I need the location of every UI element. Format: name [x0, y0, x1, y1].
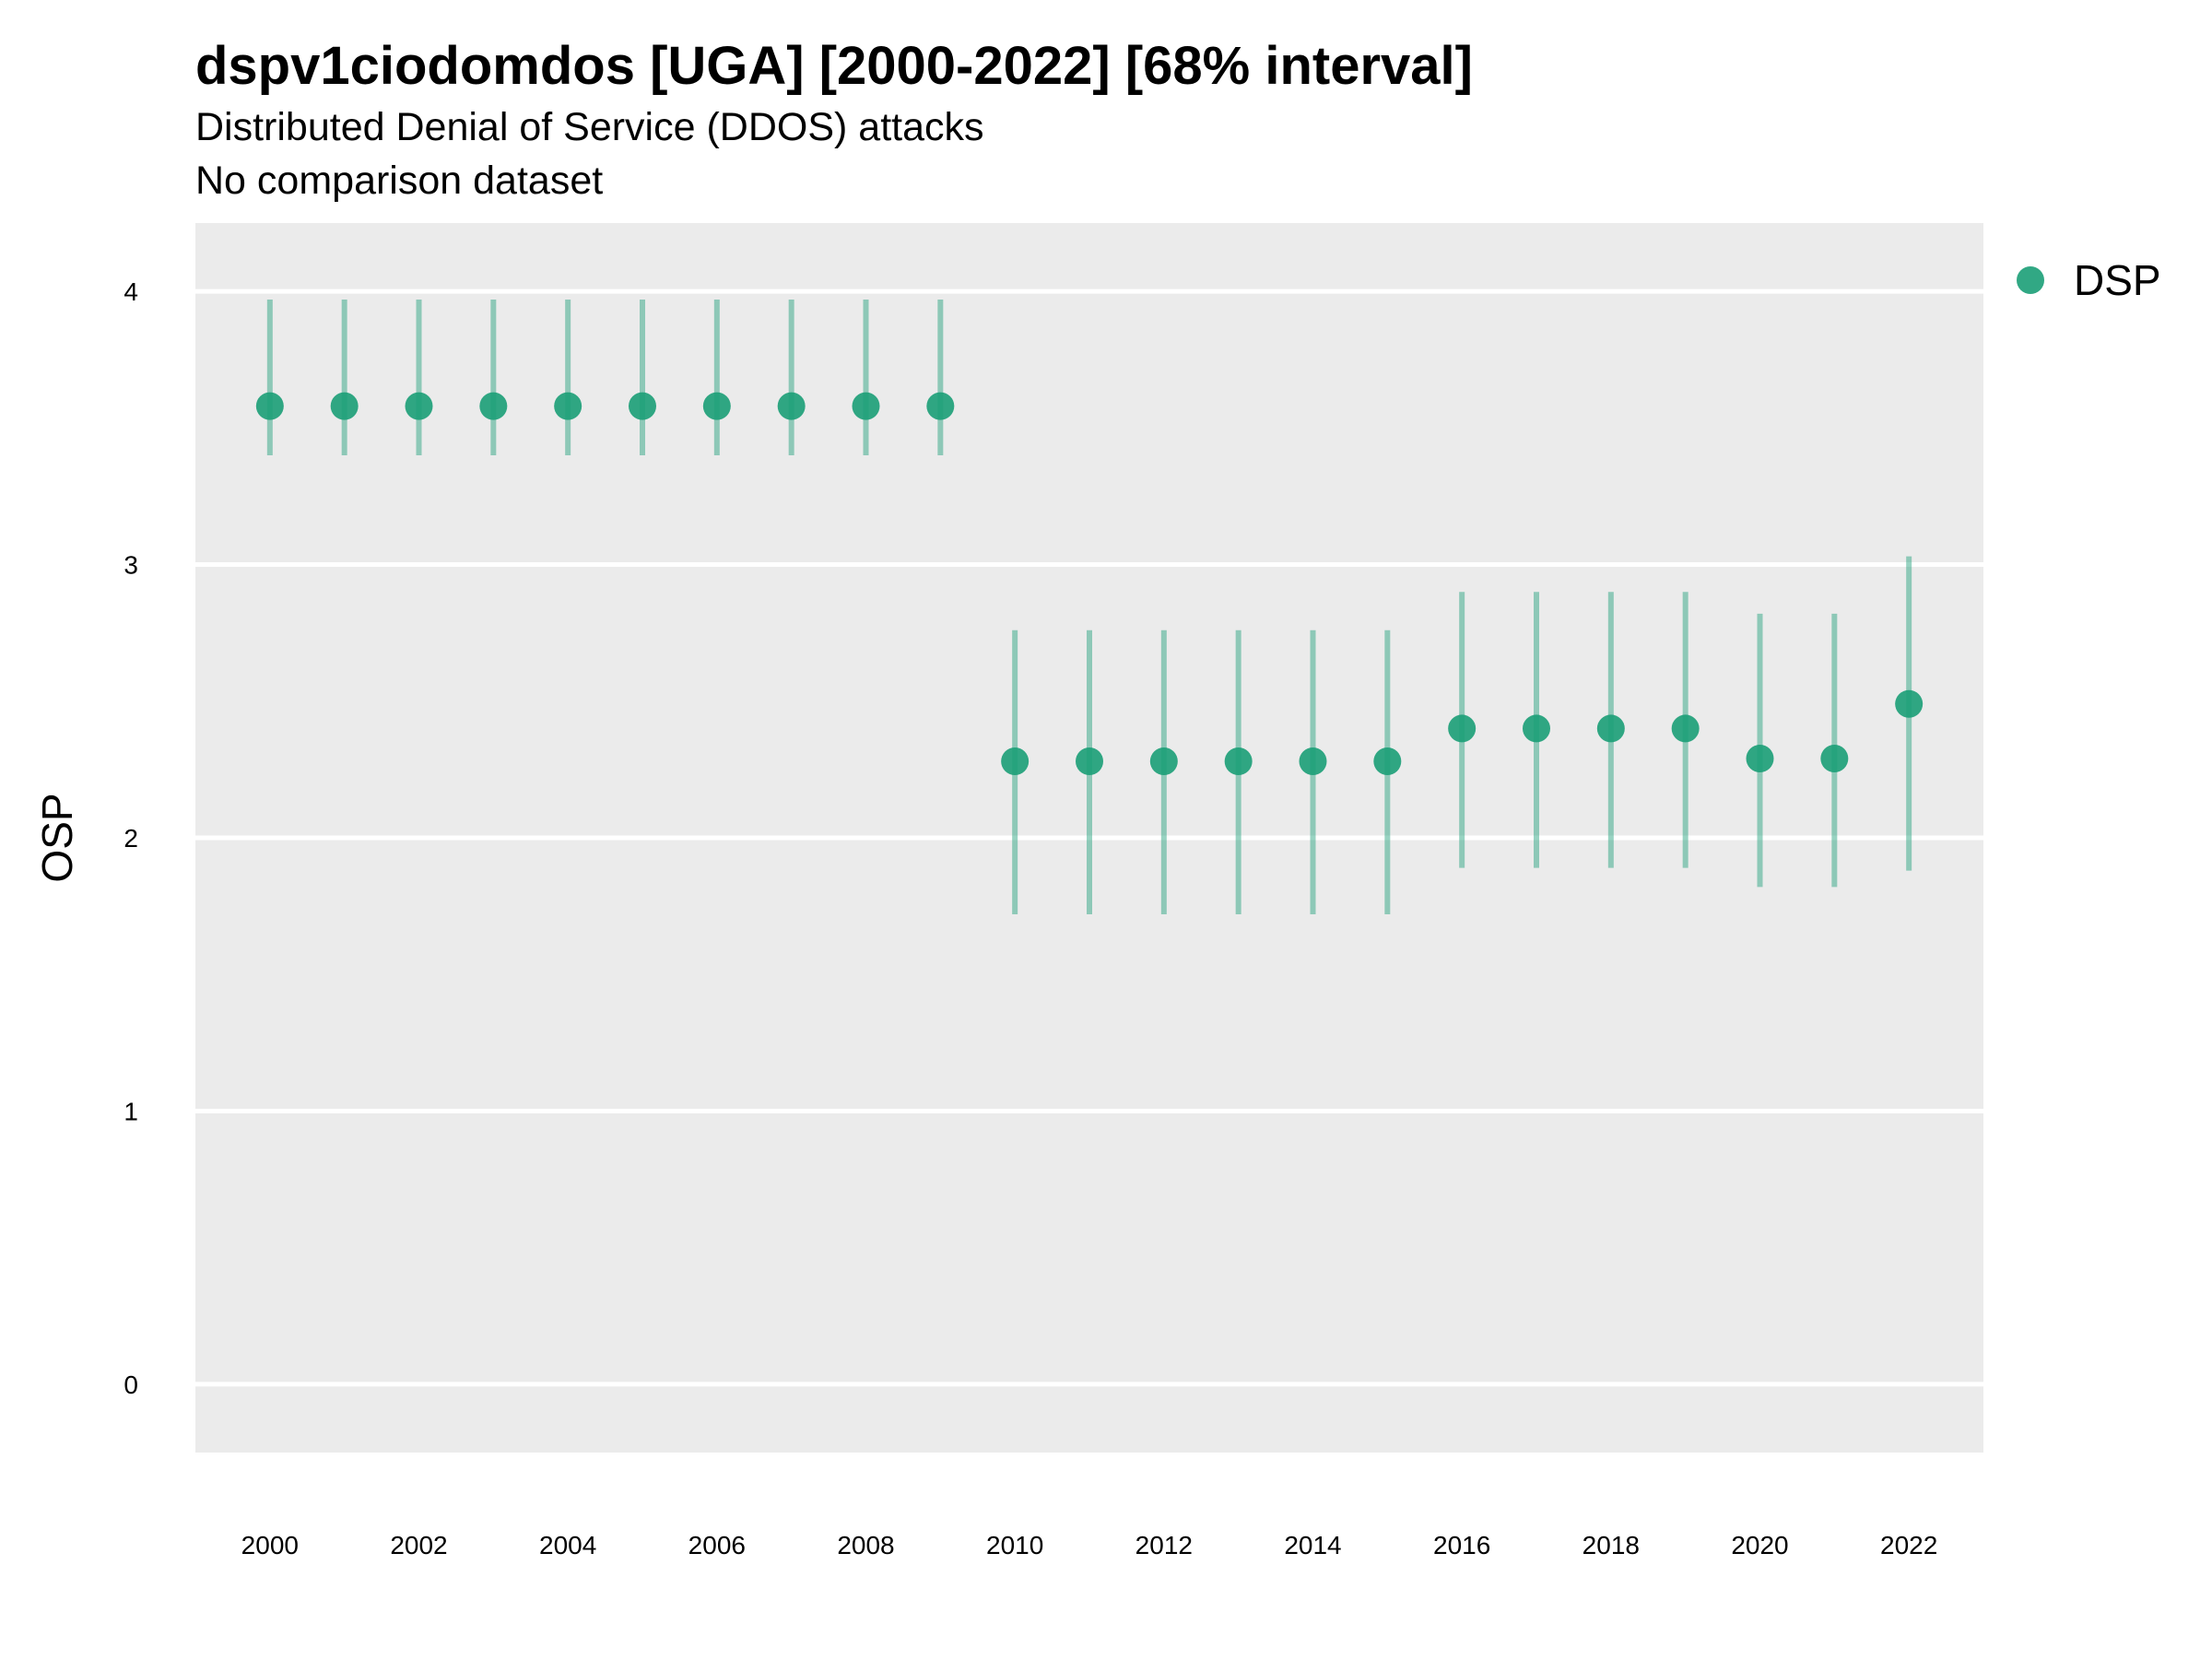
data-point [255, 392, 284, 420]
data-point [702, 392, 731, 420]
x-tick-label: 2002 [390, 1531, 447, 1559]
x-tick-label: 2000 [241, 1531, 299, 1559]
data-point [1076, 747, 1103, 775]
y-tick-labels: 0 1 2 3 4 [124, 277, 138, 1399]
y-tick-label: 3 [124, 551, 138, 580]
x-tick-label: 2014 [1284, 1531, 1341, 1559]
chart-title: dspv1ciodomdos [UGA] [2000-2022] [68% in… [195, 36, 1473, 96]
point-markers [255, 392, 1924, 775]
data-point [1746, 745, 1774, 773]
x-tick-label: 2010 [986, 1531, 1043, 1559]
data-point [629, 392, 656, 420]
data-point [1596, 714, 1625, 743]
data-point [479, 392, 508, 420]
data-point [1149, 747, 1178, 775]
legend: DSP [2017, 256, 2161, 304]
x-tick-label: 2020 [1731, 1531, 1788, 1559]
data-point [852, 392, 880, 420]
data-point [777, 392, 806, 420]
y-gridlines [195, 288, 1983, 1387]
data-point [1373, 747, 1402, 775]
data-point [1448, 714, 1477, 743]
data-point [1895, 689, 1924, 718]
y-tick-label: 1 [124, 1097, 138, 1125]
x-tick-label: 2004 [539, 1531, 596, 1559]
x-tick-label: 2016 [1433, 1531, 1490, 1559]
data-point [330, 392, 359, 420]
x-tick-label: 2012 [1135, 1531, 1193, 1559]
data-point [1671, 714, 1700, 743]
x-tick-label: 2018 [1583, 1531, 1640, 1559]
chart-subtitle: Distributed Denial of Service (DDOS) att… [195, 105, 984, 149]
y-tick-label: 0 [124, 1371, 138, 1399]
legend-label-dsp: DSP [2074, 256, 2161, 304]
chart-subtitle-comparison: No comparison dataset [195, 159, 604, 203]
data-point [554, 392, 582, 420]
x-tick-label: 2008 [837, 1531, 894, 1559]
x-tick-labels: 2000 2002 2004 2006 2008 2010 2012 2014 2016 2018… [241, 1531, 1938, 1559]
data-point [1523, 714, 1550, 743]
y-tick-label: 2 [124, 824, 138, 853]
x-tick-label: 2006 [688, 1531, 746, 1559]
data-point [1299, 747, 1327, 775]
data-point [926, 392, 955, 420]
data-point [1820, 745, 1849, 773]
data-point [1001, 747, 1030, 775]
y-tick-label: 4 [124, 277, 138, 306]
x-tick-label: 2022 [1880, 1531, 1937, 1559]
y-axis-label: OSP [33, 793, 81, 882]
legend-key-dsp [2017, 266, 2044, 294]
data-point [1224, 747, 1253, 775]
data-point [405, 392, 433, 420]
